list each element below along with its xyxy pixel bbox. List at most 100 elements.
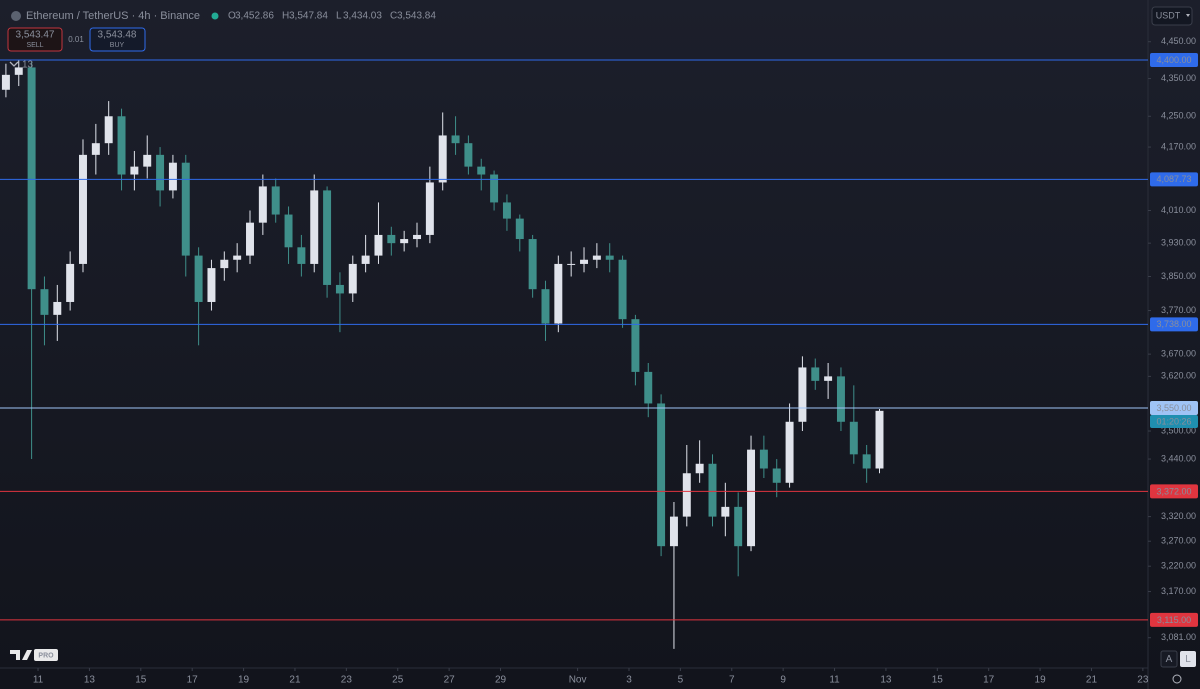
indicator-count: 13 bbox=[22, 60, 34, 71]
auto-scale-button[interactable] bbox=[1160, 650, 1178, 668]
y-tick-label: 4,170.00 bbox=[1161, 141, 1196, 151]
currency-box[interactable] bbox=[1151, 6, 1193, 26]
candle-body bbox=[130, 166, 139, 175]
log-scale-label: L bbox=[1185, 654, 1191, 665]
candle-body bbox=[657, 403, 666, 547]
x-tick-label: 13 bbox=[84, 675, 96, 686]
y-tick-label: 3,620.00 bbox=[1161, 371, 1196, 381]
level-label: 3,738.00 bbox=[1156, 319, 1191, 329]
candle-body bbox=[747, 449, 756, 547]
candle-body bbox=[708, 463, 717, 517]
candle-body bbox=[734, 506, 743, 547]
y-tick-label: 3,270.00 bbox=[1161, 536, 1196, 546]
auto-scale-label: A bbox=[1166, 654, 1173, 665]
candle-body bbox=[181, 162, 190, 256]
x-tick-label: 29 bbox=[495, 675, 507, 686]
y-tick-label: 3,770.00 bbox=[1161, 305, 1196, 315]
candle-body bbox=[156, 154, 165, 191]
y-tick-label: 3,320.00 bbox=[1161, 511, 1196, 521]
candle-body bbox=[644, 371, 653, 404]
level-label-box bbox=[1150, 612, 1198, 627]
ohlc-legend: O 3,452.86 H 3,547.84 L 3,434.03 C 3,543.84 bbox=[228, 11, 436, 22]
ohlc-key: C bbox=[390, 11, 397, 22]
candle-body bbox=[772, 468, 781, 483]
candle-body bbox=[875, 410, 884, 469]
x-tick-label: 15 bbox=[932, 675, 944, 686]
candle-body bbox=[554, 263, 563, 324]
x-tick-label: 3 bbox=[626, 675, 632, 686]
candle-body bbox=[53, 301, 62, 315]
x-tick-label: 7 bbox=[729, 675, 735, 686]
collapse-chevron[interactable] bbox=[9, 61, 19, 67]
ohlc-value: 3,434.03 bbox=[343, 11, 382, 22]
candle-body bbox=[220, 259, 229, 269]
countdown-box bbox=[1150, 415, 1198, 429]
candle-body bbox=[798, 367, 807, 422]
candle-body bbox=[669, 516, 678, 547]
candle-body bbox=[490, 174, 499, 203]
ohlc-value: 3,452.86 bbox=[235, 11, 274, 22]
logo-mark bbox=[10, 650, 32, 660]
candle-body bbox=[79, 154, 87, 264]
candle-body bbox=[233, 255, 242, 260]
candle-body bbox=[40, 289, 49, 315]
currency: USDT bbox=[1156, 10, 1181, 20]
candle-body bbox=[477, 166, 486, 175]
x-tick-label: 23 bbox=[341, 675, 353, 686]
x-tick-label: 27 bbox=[444, 675, 456, 686]
candle-body bbox=[824, 376, 833, 381]
symbol-title: Ethereum / TetherUS · 4h · Binance bbox=[26, 10, 200, 22]
candle-body bbox=[168, 162, 177, 191]
candle-body bbox=[14, 67, 23, 75]
buy-button[interactable] bbox=[89, 27, 146, 52]
ohlc-value: 3,543.84 bbox=[397, 11, 436, 22]
spread: 0.01 bbox=[68, 35, 84, 44]
candle-body bbox=[721, 506, 730, 517]
sell-button[interactable] bbox=[7, 27, 63, 52]
buy-price: 3,543.48 bbox=[98, 30, 137, 41]
candle-body bbox=[580, 259, 589, 264]
y-tick-label: 3,930.00 bbox=[1161, 238, 1196, 248]
candle-body bbox=[605, 255, 614, 260]
ohlc-value: 3,547.84 bbox=[289, 11, 328, 22]
candle-body bbox=[1, 74, 10, 90]
y-tick-label: 4,010.00 bbox=[1161, 205, 1196, 215]
logo-badge-text: PRO bbox=[38, 652, 54, 659]
x-tick-label: 19 bbox=[238, 675, 250, 686]
settings-icon[interactable] bbox=[1172, 674, 1182, 684]
candle-body bbox=[425, 182, 434, 235]
level-label-box bbox=[1150, 484, 1198, 499]
candle-body bbox=[413, 234, 421, 240]
level-label-box bbox=[1150, 172, 1198, 187]
x-tick-label: 9 bbox=[780, 675, 786, 686]
candle-body bbox=[104, 116, 113, 144]
level-label-box bbox=[1150, 53, 1198, 68]
candle-body bbox=[682, 473, 691, 517]
ohlc-key: O bbox=[228, 11, 236, 22]
candle-body bbox=[387, 234, 396, 244]
candle-body bbox=[143, 154, 152, 167]
candle-body bbox=[246, 222, 254, 256]
candle-body bbox=[592, 255, 601, 260]
candle-body bbox=[567, 263, 576, 265]
x-tick-label: 21 bbox=[1086, 675, 1098, 686]
sell-price: 3,543.47 bbox=[16, 30, 55, 41]
x-tick-label: 17 bbox=[983, 675, 995, 686]
level-label-box bbox=[1150, 401, 1198, 416]
candle-body bbox=[207, 268, 216, 302]
buy-label: BUY bbox=[110, 42, 125, 49]
log-scale-button[interactable] bbox=[1180, 651, 1196, 667]
candle-body bbox=[836, 376, 845, 422]
candle-body bbox=[258, 186, 267, 223]
candle-body bbox=[284, 214, 293, 248]
x-tick-label: 15 bbox=[135, 675, 147, 686]
logo-badge bbox=[34, 649, 58, 661]
candle-body bbox=[631, 319, 640, 372]
candle-body bbox=[361, 255, 370, 264]
candle-body bbox=[438, 135, 447, 183]
candle-body bbox=[618, 259, 627, 320]
level-label-box bbox=[1150, 317, 1198, 332]
y-tick-label: 3,081.00 bbox=[1161, 632, 1196, 642]
